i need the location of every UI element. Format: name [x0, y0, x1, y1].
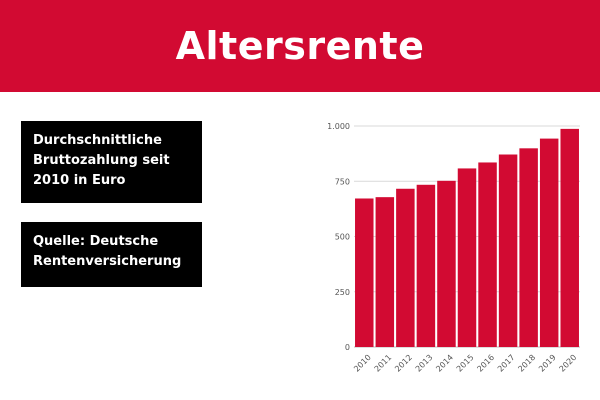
bar-chart: 0 250 500 750 1.000 2010 2011 2012 2013 2014 2015… [327, 122, 580, 374]
x-tick-label: 2019 [537, 353, 558, 374]
x-tick-label: 2016 [475, 353, 496, 374]
y-tick-label: 500 [335, 233, 350, 242]
bar-2020 [560, 128, 579, 347]
y-tick-label: 0 [345, 343, 350, 352]
x-tick-label: 2014 [434, 353, 455, 374]
bar-2014 [437, 180, 456, 347]
x-tick-label: 2020 [558, 353, 579, 374]
y-axis-ticks: 0 250 500 750 1.000 [327, 122, 350, 352]
x-tick-label: 2011 [373, 353, 394, 374]
bar-2012 [396, 188, 415, 347]
bar-2013 [416, 184, 436, 347]
x-tick-label: 2012 [393, 353, 414, 374]
bar-2015 [457, 168, 477, 347]
x-tick-label: 2015 [455, 353, 476, 374]
chart-description: Durchschnittliche Bruttozahlung seit 201… [33, 133, 170, 188]
header-banner: Altersrente [0, 0, 600, 92]
bar-2018 [519, 148, 538, 347]
bar-2016 [478, 162, 497, 347]
x-tick-label: 2017 [496, 353, 517, 374]
bar-2011 [375, 197, 395, 347]
x-tick-label: 2010 [352, 353, 373, 374]
chart-description-box: Durchschnittliche Bruttozahlung seit 201… [21, 121, 202, 203]
source-text: Quelle: Deutsche Rentenversicherung [33, 234, 182, 269]
bar-2010 [355, 198, 374, 347]
bar-2019 [539, 138, 559, 347]
x-tick-label: 2018 [516, 353, 537, 374]
y-tick-label: 250 [335, 288, 350, 297]
page-title: Altersrente [175, 24, 425, 68]
y-tick-label: 750 [335, 177, 350, 186]
source-box: Quelle: Deutsche Rentenversicherung [21, 222, 202, 287]
x-axis-ticks: 2010 2011 2012 2013 2014 2015 2016 2017 2018 2019… [352, 353, 578, 374]
x-tick-label: 2013 [414, 353, 435, 374]
y-tick-label: 1.000 [327, 122, 350, 131]
bar-2017 [498, 154, 518, 347]
bars [355, 128, 579, 347]
